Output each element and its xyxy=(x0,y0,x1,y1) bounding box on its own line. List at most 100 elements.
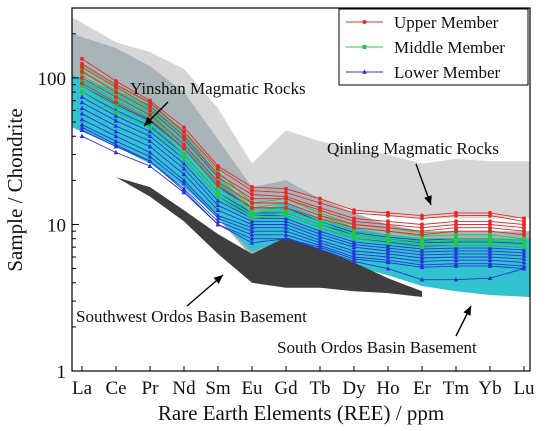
upper-marker xyxy=(318,201,322,206)
upper-marker xyxy=(522,219,526,224)
lower-marker xyxy=(385,257,391,263)
field-southwest-ordos-basin-basement xyxy=(72,161,422,297)
annotation-qinling-magmatic-rocks: Qinling Magmatic Rocks xyxy=(327,139,499,206)
legend-entry-lower-member: Lower Member xyxy=(346,63,501,82)
upper-marker xyxy=(420,232,424,237)
lower-marker xyxy=(453,257,459,263)
upper-marker xyxy=(420,225,424,230)
upper-marker xyxy=(114,100,118,105)
lower-marker xyxy=(521,256,527,261)
middle-marker xyxy=(454,240,458,245)
x-tick-label-yb: Yb xyxy=(478,378,501,399)
lower-marker xyxy=(283,236,289,241)
upper-marker xyxy=(454,229,458,234)
y-tick-label-10: 10 xyxy=(47,215,66,236)
upper-marker xyxy=(182,137,186,142)
upper-marker xyxy=(362,20,367,24)
upper-marker xyxy=(182,142,186,147)
upper-marker xyxy=(352,210,356,215)
lower-marker xyxy=(385,251,391,256)
lower-member-sample-5 xyxy=(79,105,527,255)
lower-marker xyxy=(419,277,425,282)
upper-marker xyxy=(148,104,152,109)
lower-marker xyxy=(79,111,85,116)
lower-marker xyxy=(113,123,119,128)
lower-member-line xyxy=(81,113,525,257)
lower-member-sample-11 xyxy=(79,124,527,282)
middle-marker xyxy=(488,232,492,237)
lower-marker xyxy=(385,242,391,248)
lower-marker xyxy=(317,228,323,233)
middle-marker xyxy=(216,194,220,199)
lower-marker xyxy=(385,245,391,250)
upper-marker xyxy=(386,222,390,227)
y-axis-label: Sample / Chondrite xyxy=(3,108,27,271)
upper-marker xyxy=(488,222,492,227)
annotation-text: Southwest Ordos Basin Basement xyxy=(76,307,307,326)
middle-marker xyxy=(148,106,152,111)
lower-marker xyxy=(521,247,527,252)
middle-marker xyxy=(250,213,254,218)
middle-marker xyxy=(454,243,458,248)
upper-marker xyxy=(352,225,356,230)
upper-marker xyxy=(522,232,526,237)
lower-member-sample-6 xyxy=(79,111,527,258)
upper-marker xyxy=(454,225,458,230)
lower-marker xyxy=(521,265,527,271)
lower-marker xyxy=(79,127,85,132)
upper-marker xyxy=(148,112,152,117)
middle-marker xyxy=(80,78,84,83)
lower-marker xyxy=(79,94,85,99)
annotation-arrow-head xyxy=(144,116,154,126)
lower-marker xyxy=(283,218,289,224)
lower-marker xyxy=(419,264,425,270)
middle-marker xyxy=(386,240,390,245)
lower-marker xyxy=(487,245,493,250)
middle-marker xyxy=(420,236,424,241)
lower-marker xyxy=(453,254,459,259)
upper-marker xyxy=(318,208,322,213)
lower-marker xyxy=(317,240,323,245)
annotation-yinshan-magmatic-rocks: Yinshan Magmatic Rocks xyxy=(130,79,306,127)
x-tick-label-eu: Eu xyxy=(241,378,263,399)
lower-marker xyxy=(521,263,527,268)
lower-marker xyxy=(147,149,153,155)
lower-marker xyxy=(249,232,255,237)
middle-marker xyxy=(80,90,84,95)
upper-marker xyxy=(488,219,492,224)
y-tick-label-1: 1 xyxy=(57,362,67,383)
lower-marker xyxy=(362,69,367,74)
lower-marker xyxy=(215,221,221,227)
lower-marker xyxy=(113,142,119,147)
x-tick-label-tm: Tm xyxy=(443,378,470,399)
middle-marker xyxy=(216,169,220,174)
x-tick-label-ce: Ce xyxy=(105,378,126,399)
x-tick-label-pr: Pr xyxy=(142,378,160,399)
middle-member-line xyxy=(81,80,525,244)
middle-marker xyxy=(420,245,424,250)
lower-marker xyxy=(453,251,459,256)
lower-marker xyxy=(249,225,255,230)
upper-marker xyxy=(182,134,186,139)
lower-marker xyxy=(521,250,527,255)
upper-marker xyxy=(522,229,526,234)
annotation-text: Yinshan Magmatic Rocks xyxy=(130,79,306,98)
lower-member-line xyxy=(81,119,525,260)
middle-marker xyxy=(454,238,458,243)
x-tick-label-ho: Ho xyxy=(376,378,399,399)
lower-marker xyxy=(351,241,357,247)
lower-marker xyxy=(181,188,187,193)
lower-marker xyxy=(385,259,391,265)
lower-marker xyxy=(215,198,221,203)
middle-marker xyxy=(318,210,322,215)
upper-marker xyxy=(386,219,390,224)
lower-marker xyxy=(181,166,187,171)
annotation-text: Qinling Magmatic Rocks xyxy=(327,139,499,158)
field-annotations: Yinshan Magmatic Rocks Qinling Magmatic R… xyxy=(76,79,499,357)
upper-member-sample-1 xyxy=(80,56,526,221)
lower-marker xyxy=(453,248,459,253)
lower-marker xyxy=(317,231,323,236)
lower-marker xyxy=(453,261,459,266)
middle-marker xyxy=(148,125,152,130)
lower-member-sample-8 xyxy=(79,122,527,265)
